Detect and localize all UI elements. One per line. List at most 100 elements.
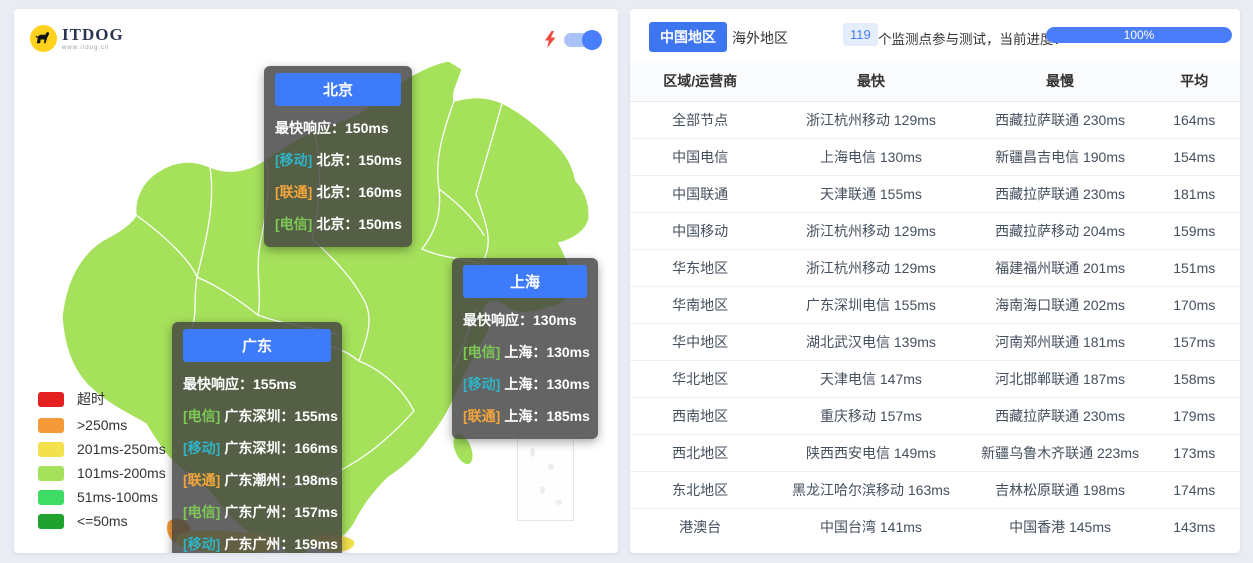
tooltip-guangdong: 广东 最快响应：155ms [电信] 广东深圳：155ms [移动] 广东深圳：16… — [172, 322, 342, 553]
table-row: 华中地区 湖北武汉电信 139ms 河南郑州联通 181ms 157ms — [630, 323, 1240, 361]
cell-slowest: 中国香港 145ms — [1009, 518, 1111, 535]
legend-label: 51ms-100ms — [77, 489, 158, 505]
cell-slowest: 新疆乌鲁木齐联通 223ms — [971, 434, 1149, 472]
tooltip-line: [电信] 北京：150ms — [275, 214, 402, 234]
tooltip-title: 上海 — [463, 265, 587, 298]
cell-average: 181ms — [1148, 175, 1240, 213]
cell-fastest: 中国台湾 141ms — [819, 518, 922, 535]
tab-overseas-region[interactable]: 海外地区 — [732, 30, 788, 46]
legend-label: 超时 — [77, 391, 105, 407]
table-row: 中国移动 浙江杭州移动 129ms 西藏拉萨移动 204ms 159ms — [630, 212, 1240, 250]
speed-toggle[interactable] — [564, 29, 602, 50]
table-row: 中国联通 天津联通 155ms 西藏拉萨联通 230ms 181ms — [630, 175, 1240, 213]
cell-average: 158ms — [1148, 360, 1240, 398]
carrier-tag-unicom: [联通] — [463, 408, 501, 424]
cell-region: 华东地区 — [630, 249, 771, 287]
carrier-tag-unicom: [联通] — [183, 472, 221, 488]
progress-bar: 100% — [1046, 27, 1232, 43]
panel-header: 中国地区 海外地区 119 个监测点参与测试，当前进度： 100% — [630, 9, 1240, 61]
column-header-fastest: 最快 — [770, 61, 972, 102]
cell-region: 东北地区 — [630, 471, 771, 509]
legend-label: <=50ms — [77, 513, 128, 529]
cell-region: 中国移动 — [630, 212, 771, 250]
cell-average: 154ms — [1148, 138, 1240, 176]
cell-region: 中国联通 — [630, 175, 771, 213]
cell-fastest: 上海电信 130ms — [770, 138, 972, 176]
cell-fastest: 浙江杭州移动 129ms — [770, 212, 972, 250]
column-header-average: 平均 — [1148, 61, 1240, 102]
cell-average: 170ms — [1148, 286, 1240, 324]
cell-slowest: 西藏拉萨联通 230ms — [971, 101, 1149, 139]
legend-item: 201ms-250ms — [38, 441, 166, 457]
tooltip-line: [联通] 北京：160ms — [275, 182, 402, 202]
brand-name: ITDOG — [62, 25, 124, 44]
table-row: 港澳台 中国台湾 141ms 中国香港 145ms 143ms — [630, 508, 1240, 545]
tooltip-line-text: 广东深圳：155ms — [224, 408, 338, 424]
monitor-count-badge: 119 — [843, 23, 878, 46]
tooltip-fastest: 最快响应：155ms — [183, 376, 297, 392]
tooltip-line-text: 上海：130ms — [504, 376, 590, 392]
carrier-tag-telecom: [电信] — [463, 344, 501, 360]
tooltip-shanghai: 上海 最快响应：130ms [电信] 上海：130ms [移动] 上海：130ms … — [452, 258, 598, 439]
itdog-logo[interactable]: ITDOG www.itdog.cn — [30, 25, 124, 52]
legend: 超时 >250ms 201ms-250ms 101ms-200ms 51ms-1… — [38, 389, 166, 537]
carrier-tag-mobile: [移动] — [183, 440, 221, 456]
tooltip-title: 北京 — [275, 73, 401, 106]
cell-slowest: 河南郑州联通 181ms — [971, 323, 1149, 361]
carrier-tag-mobile: [移动] — [183, 536, 221, 552]
tooltip-line-text: 北京：160ms — [316, 184, 402, 200]
cell-fastest: 浙江杭州移动 129ms — [770, 101, 972, 139]
tooltip-line: [移动] 北京：150ms — [275, 150, 402, 170]
table-row: 西南地区 重庆移动 157ms 西藏拉萨联通 230ms 179ms — [630, 397, 1240, 435]
carrier-tag-telecom: [电信] — [275, 216, 313, 232]
table-row: 全部节点 浙江杭州移动 129ms 西藏拉萨联通 230ms 164ms — [630, 101, 1240, 139]
dog-logo-icon — [30, 25, 57, 52]
tooltip-title: 广东 — [183, 329, 331, 362]
cell-region: 西南地区 — [630, 397, 771, 435]
legend-item: <=50ms — [38, 513, 166, 529]
table-row: 东北地区 黑龙江哈尔滨移动 163ms 吉林松原联通 198ms 174ms — [630, 471, 1240, 509]
cell-average: 179ms — [1148, 397, 1240, 435]
tooltip-line: [电信] 上海：130ms — [463, 342, 590, 362]
progress-fill: 100% — [1046, 27, 1232, 43]
tooltip-line-text: 北京：150ms — [316, 152, 402, 168]
cell-fastest: 陕西西安电信 149ms — [770, 434, 972, 472]
cell-fastest: 天津联通 155ms — [770, 175, 972, 213]
carrier-tag-unicom: [联通] — [275, 184, 313, 200]
tooltip-line: [移动] 上海：130ms — [463, 374, 590, 394]
cell-slowest: 河北邯郸联通 187ms — [971, 360, 1149, 398]
cell-region: 全部节点 — [630, 101, 771, 139]
taiwan-island[interactable] — [450, 431, 477, 467]
toggle-knob — [582, 29, 602, 50]
tooltip-line-text: 广东深圳：166ms — [224, 440, 338, 456]
cell-average: 159ms — [1148, 212, 1240, 250]
legend-item: 超时 — [38, 389, 166, 409]
results-table: 区域/运营商 最快 最慢 平均 全部节点 浙江杭州移动 129ms 西藏拉萨联通… — [630, 61, 1240, 545]
tooltip-line-text: 广东潮州：198ms — [224, 472, 338, 488]
table-row: 中国电信 上海电信 130ms 新疆昌吉电信 190ms 154ms — [630, 138, 1240, 176]
cell-slowest: 福建福州联通 201ms — [971, 249, 1149, 287]
map-card: ITDOG www.itdog.cn 北京 最快响应：150ms [移动] 北京：… — [14, 9, 618, 553]
table-header-row: 区域/运营商 最快 最慢 平均 — [630, 61, 1240, 102]
tooltip-line: [联通] 广东潮州：198ms — [183, 470, 338, 490]
monitor-text: 个监测点参与测试，当前进度： — [878, 32, 1067, 47]
cell-fastest: 浙江杭州移动 129ms — [770, 249, 972, 287]
cell-average: 157ms — [1148, 323, 1240, 361]
tooltip-line-text: 北京：150ms — [316, 216, 402, 232]
carrier-tag-telecom: [电信] — [183, 504, 221, 520]
legend-swatch-gt250 — [38, 417, 64, 433]
tab-china-region[interactable]: 中国地区 — [649, 22, 727, 52]
cell-fastest: 重庆移动 157ms — [770, 397, 972, 435]
table-row: 西北地区 陕西西安电信 149ms 新疆乌鲁木齐联通 223ms 173ms — [630, 434, 1240, 472]
cell-average: 143ms — [1173, 518, 1216, 535]
tooltip-line: [移动] 广东广州：159ms — [183, 534, 338, 553]
progress-label: 100% — [1123, 28, 1155, 42]
cell-average: 151ms — [1148, 249, 1240, 287]
cell-region: 华南地区 — [630, 286, 771, 324]
legend-swatch-201-250 — [38, 441, 64, 457]
table-row: 华北地区 天津电信 147ms 河北邯郸联通 187ms 158ms — [630, 360, 1240, 398]
cell-average: 173ms — [1148, 434, 1240, 472]
south-china-sea-inset — [517, 433, 574, 521]
cell-slowest: 吉林松原联通 198ms — [971, 471, 1149, 509]
cell-region: 西北地区 — [630, 434, 771, 472]
